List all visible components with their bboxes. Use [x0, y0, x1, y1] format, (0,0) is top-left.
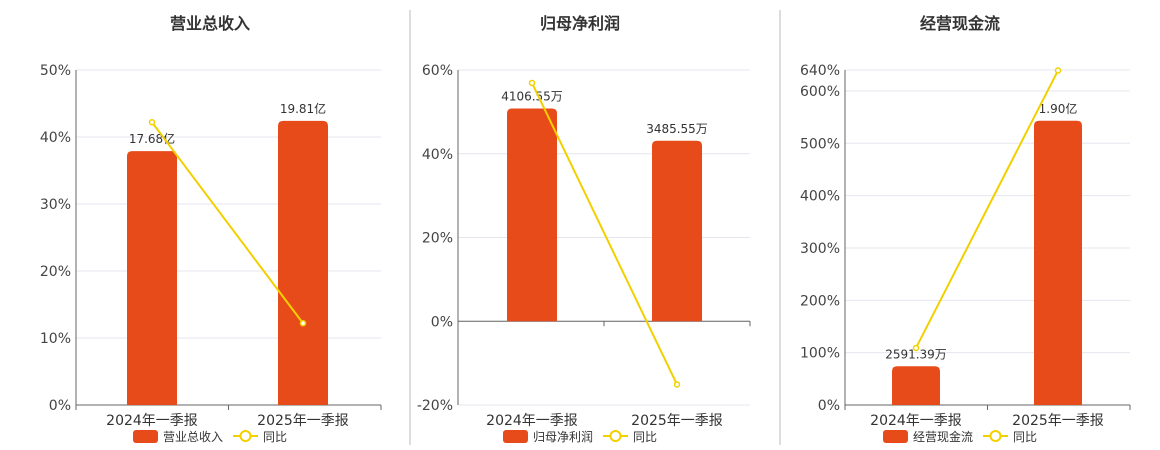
- y-tick-label: 10%: [40, 331, 71, 347]
- yoy-point: [673, 381, 681, 388]
- bar-data-label: 4106.55万: [501, 90, 563, 104]
- bar: [507, 108, 557, 322]
- yoy-point: [148, 119, 156, 126]
- x-category-label: 2024年一季报: [486, 413, 578, 429]
- legend-line-marker: [239, 430, 252, 442]
- chart-panel-2: 归母净利润 -20% 0% 20% 40% 60% 4106.55万 3485.55万 2024…: [417, 14, 751, 444]
- y-tick-label: -20%: [417, 398, 453, 414]
- chart-title: 归母净利润: [540, 14, 620, 33]
- x-category-label: 2025年一季报: [631, 413, 723, 429]
- y-tick-label: 200%: [800, 293, 840, 309]
- chart-panel-1: 营业总收入 0% 10% 20% 30% 40% 50% 17.68亿 19.81亿 2024年一…: [40, 14, 382, 444]
- legend-line-marker: [609, 430, 622, 442]
- legend-line-label: 同比: [1013, 430, 1037, 444]
- y-tick-label: 500%: [800, 136, 840, 152]
- yoy-line: [151, 121, 304, 324]
- y-tick-label: 400%: [800, 189, 840, 205]
- x-category-label: 2024年一季报: [106, 413, 198, 429]
- y-tick-label: 100%: [800, 346, 840, 362]
- bar: [1034, 120, 1082, 405]
- legend-bar-swatch: [503, 430, 528, 443]
- y-tick-label: 300%: [800, 241, 840, 257]
- yoy-line: [531, 82, 678, 385]
- legend-bar-swatch: [883, 430, 908, 443]
- bar-data-label: 17.68亿: [129, 131, 175, 146]
- legend-line-label: 同比: [633, 430, 657, 444]
- y-tick-label: 60%: [422, 63, 453, 79]
- chart-panel-3: 经营现金流 0% 100% 200% 300% 400% 500% 600% 640% 2591.…: [800, 14, 1131, 444]
- bar: [127, 151, 177, 405]
- chart-title: 营业总收入: [170, 14, 250, 33]
- legend-bar-swatch: [133, 430, 158, 443]
- legend-line-label: 同比: [263, 430, 287, 444]
- legend-bar-label: 经营现金流: [913, 429, 973, 444]
- yoy-line: [915, 70, 1059, 349]
- bar-data-label: 1.90亿: [1039, 101, 1078, 116]
- yoy-point: [1054, 67, 1062, 74]
- y-tick-label: 30%: [40, 197, 71, 213]
- legend-line-marker: [989, 430, 1002, 442]
- x-category-label: 2024年一季报: [870, 413, 962, 429]
- bar: [652, 140, 702, 322]
- bar: [892, 366, 940, 405]
- yoy-point: [299, 320, 307, 327]
- chart-title: 经营现金流: [920, 14, 1000, 33]
- y-tick-label: 0%: [431, 314, 453, 330]
- y-tick-label: 640%: [800, 63, 840, 79]
- legend-bar-label: 营业总收入: [163, 430, 223, 444]
- bar-data-label: 2591.39万: [885, 347, 947, 361]
- yoy-point: [528, 79, 536, 87]
- x-category-label: 2025年一季报: [257, 413, 349, 429]
- y-tick-label: 40%: [422, 147, 453, 163]
- y-tick-label: 0%: [818, 398, 840, 414]
- y-tick-label: 0%: [49, 398, 71, 414]
- bar: [278, 120, 328, 406]
- bar-data-label: 3485.55万: [646, 122, 708, 136]
- yoy-point: [912, 344, 920, 352]
- y-tick-label: 20%: [40, 264, 71, 280]
- y-tick-label: 600%: [800, 84, 840, 100]
- legend-bar-label: 归母净利润: [533, 430, 593, 444]
- y-tick-label: 20%: [422, 231, 453, 247]
- y-tick-label: 50%: [40, 63, 71, 79]
- x-category-label: 2025年一季报: [1012, 413, 1104, 429]
- bar-data-label: 19.81亿: [280, 101, 326, 116]
- y-tick-label: 40%: [40, 130, 71, 146]
